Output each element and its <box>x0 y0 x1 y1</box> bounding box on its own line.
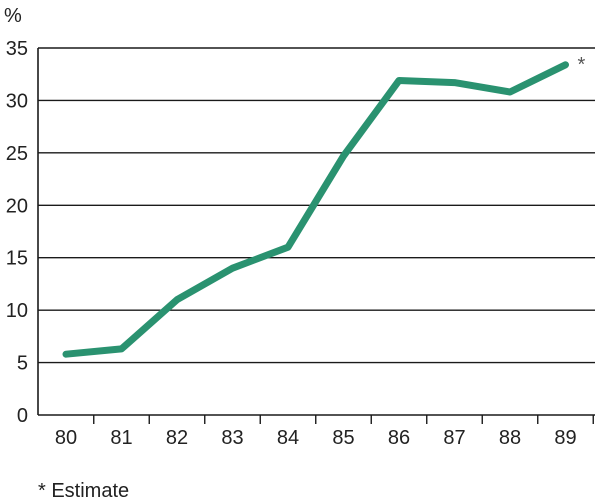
x-tick-label: 86 <box>388 427 410 449</box>
y-tick-label: 5 <box>17 353 28 375</box>
axes <box>37 48 595 416</box>
y-tick-label: 25 <box>6 143 28 165</box>
x-tick-label: 87 <box>443 427 465 449</box>
x-tick-label: 84 <box>277 427 299 449</box>
y-axis-unit-label: % <box>4 5 22 27</box>
y-tick-label: 0 <box>17 405 28 427</box>
series-layer <box>62 61 569 358</box>
estimate-asterisk: * <box>578 54 586 76</box>
y-tick-label: 10 <box>6 300 28 322</box>
y-tick-label: 30 <box>6 90 28 112</box>
series-line <box>62 61 569 358</box>
y-tick-label: 15 <box>6 248 28 270</box>
annotations: * <box>578 54 586 76</box>
x-tick-label: 83 <box>221 427 243 449</box>
x-ticks: 80 81 82 83 84 85 86 87 88 89 <box>55 415 594 449</box>
x-tick-label: 81 <box>110 427 132 449</box>
y-tick-label: 35 <box>6 38 28 60</box>
y-tick-labels: 0 5 10 15 20 25 30 35 <box>6 38 28 427</box>
x-tick-label: 85 <box>332 427 354 449</box>
x-tick-label: 89 <box>554 427 576 449</box>
x-tick-label: 88 <box>499 427 521 449</box>
y-tick-label: 20 <box>6 195 28 217</box>
gridlines <box>38 47 595 364</box>
footnote-estimate: * Estimate <box>38 480 129 502</box>
x-tick-label: 82 <box>166 427 188 449</box>
x-tick-label: 80 <box>55 427 77 449</box>
